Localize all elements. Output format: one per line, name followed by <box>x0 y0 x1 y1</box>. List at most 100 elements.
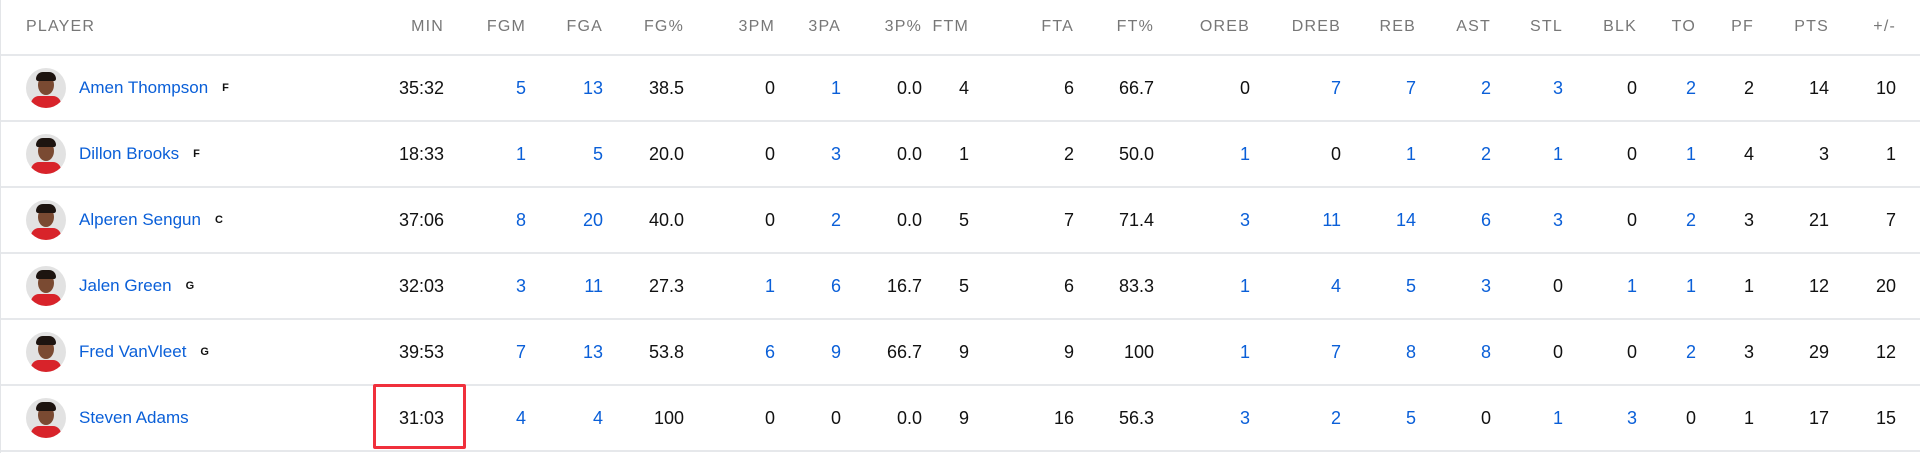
column-header-tpp[interactable]: 3P% <box>884 18 922 35</box>
column-header-min[interactable]: MIN <box>411 18 444 35</box>
column-header-pm[interactable]: +/- <box>1873 18 1896 35</box>
stat-fgm[interactable]: 7 <box>515 341 526 362</box>
stat-fgm[interactable]: 5 <box>515 77 526 98</box>
stat-oreb[interactable]: 3 <box>1239 407 1250 428</box>
stat-fgm[interactable]: 4 <box>515 407 526 428</box>
stat-dreb[interactable]: 2 <box>1330 407 1341 428</box>
stat-tpm: 0 <box>764 407 775 428</box>
column-header-fga[interactable]: FGA <box>566 18 603 35</box>
player-avatar[interactable] <box>26 398 66 438</box>
jersey-shape <box>31 96 61 108</box>
column-header-reb[interactable]: REB <box>1379 18 1416 35</box>
stat-stl[interactable]: 3 <box>1552 77 1563 98</box>
stat-fga[interactable]: 13 <box>582 341 603 362</box>
stat-fgm[interactable]: 1 <box>515 143 526 164</box>
stat-blk[interactable]: 3 <box>1626 407 1637 428</box>
stat-to: 0 <box>1685 407 1696 428</box>
player-name-link[interactable]: Jalen Green <box>79 276 172 295</box>
stat-to[interactable]: 2 <box>1685 77 1696 98</box>
player-name-link[interactable]: Alperen Sengun <box>79 210 201 229</box>
stat-tpm[interactable]: 6 <box>764 341 775 362</box>
stat-ast[interactable]: 2 <box>1480 143 1491 164</box>
stat-ast[interactable]: 8 <box>1480 341 1491 362</box>
player-cell: Steven Adams <box>26 386 203 450</box>
stat-ast[interactable]: 6 <box>1480 209 1491 230</box>
player-name-link[interactable]: Amen Thompson <box>79 78 209 97</box>
stat-oreb[interactable]: 1 <box>1239 143 1250 164</box>
stat-tpa[interactable]: 3 <box>830 143 841 164</box>
stat-stl[interactable]: 3 <box>1552 209 1563 230</box>
column-header-stl[interactable]: STL <box>1530 18 1563 35</box>
position-badge: C <box>214 214 223 226</box>
stat-reb[interactable]: 7 <box>1405 77 1416 98</box>
stat-reb[interactable]: 5 <box>1405 275 1416 296</box>
stat-stl[interactable]: 1 <box>1552 407 1563 428</box>
stat-reb[interactable]: 14 <box>1395 209 1416 230</box>
stat-tpa[interactable]: 2 <box>830 209 841 230</box>
stat-tpa[interactable]: 9 <box>830 341 841 362</box>
stat-tpm: 0 <box>764 143 775 164</box>
column-header-to[interactable]: TO <box>1671 18 1696 35</box>
player-avatar[interactable] <box>26 200 66 240</box>
column-header-player[interactable]: PLAYER <box>26 18 96 35</box>
stat-tpa: 0 <box>830 407 841 428</box>
stat-ast[interactable]: 2 <box>1480 77 1491 98</box>
column-header-fgm[interactable]: FGM <box>486 18 526 35</box>
position-badge: F <box>222 82 229 94</box>
column-header-pts[interactable]: PTS <box>1794 18 1829 35</box>
column-header-ftm[interactable]: FTM <box>932 18 969 35</box>
player-avatar[interactable] <box>26 68 66 108</box>
stat-oreb[interactable]: 1 <box>1239 275 1250 296</box>
stat-fga[interactable]: 11 <box>584 275 603 296</box>
stat-fgm[interactable]: 8 <box>515 209 526 230</box>
stat-tpa[interactable]: 6 <box>830 275 841 296</box>
stat-dreb[interactable]: 7 <box>1330 77 1341 98</box>
stat-oreb[interactable]: 1 <box>1239 341 1250 362</box>
stat-tpa[interactable]: 1 <box>830 77 841 98</box>
stat-fgm[interactable]: 3 <box>515 275 526 296</box>
stat-dreb[interactable]: 4 <box>1330 275 1341 296</box>
stat-ftp: 71.4 <box>1118 209 1154 230</box>
stat-dreb[interactable]: 11 <box>1322 209 1341 230</box>
stat-blk[interactable]: 1 <box>1626 275 1637 296</box>
stat-fga[interactable]: 20 <box>582 209 603 230</box>
player-avatar[interactable] <box>26 266 66 306</box>
column-header-ast[interactable]: AST <box>1456 18 1491 35</box>
stat-fga[interactable]: 5 <box>592 143 603 164</box>
stat-tpm[interactable]: 1 <box>764 275 775 296</box>
stat-reb[interactable]: 5 <box>1405 407 1416 428</box>
stat-to[interactable]: 2 <box>1685 341 1696 362</box>
stat-ftm: 5 <box>958 275 969 296</box>
column-header-dreb[interactable]: DREB <box>1291 18 1341 35</box>
column-header-pf[interactable]: PF <box>1731 18 1754 35</box>
stat-to[interactable]: 1 <box>1685 275 1696 296</box>
stat-fga[interactable]: 13 <box>582 77 603 98</box>
stat-fgp: 100 <box>653 407 684 428</box>
stat-reb[interactable]: 8 <box>1405 341 1416 362</box>
column-header-fta[interactable]: FTA <box>1041 18 1074 35</box>
stat-ast[interactable]: 3 <box>1480 275 1491 296</box>
stat-min: 18:33 <box>398 143 444 164</box>
player-row: Amen Thompson F 35:32 5 13 38.5 0 1 0.0 4 6 66.7 0 7 7… <box>1 56 1920 122</box>
stat-pts: 21 <box>1808 209 1829 230</box>
column-header-fgp[interactable]: FG% <box>643 18 684 35</box>
column-header-tpa[interactable]: 3PA <box>808 18 841 35</box>
player-name-link[interactable]: Dillon Brooks <box>79 144 180 163</box>
player-name-link[interactable]: Fred VanVleet <box>79 342 187 361</box>
stat-fga[interactable]: 4 <box>592 407 603 428</box>
player-avatar[interactable] <box>26 134 66 174</box>
stat-stl[interactable]: 1 <box>1552 143 1563 164</box>
column-header-blk[interactable]: BLK <box>1603 18 1637 35</box>
column-header-tpm[interactable]: 3PM <box>738 18 775 35</box>
stat-dreb: 0 <box>1330 143 1341 164</box>
stat-to[interactable]: 2 <box>1685 209 1696 230</box>
stat-to[interactable]: 1 <box>1685 143 1696 164</box>
stat-oreb[interactable]: 3 <box>1239 209 1250 230</box>
player-name-link[interactable]: Steven Adams <box>79 408 189 427</box>
column-header-ftp[interactable]: FT% <box>1116 18 1154 35</box>
column-header-oreb[interactable]: OREB <box>1199 18 1250 35</box>
stat-dreb[interactable]: 7 <box>1330 341 1341 362</box>
stat-reb[interactable]: 1 <box>1405 143 1416 164</box>
stat-blk: 0 <box>1626 143 1637 164</box>
player-avatar[interactable] <box>26 332 66 372</box>
